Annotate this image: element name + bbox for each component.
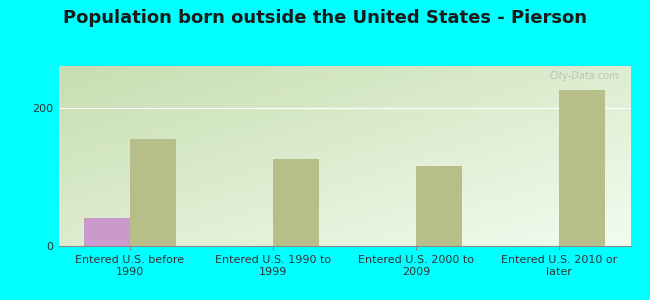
Bar [130,139,176,246]
Bar [416,167,462,246]
Text: City-Data.com: City-Data.com [549,71,619,81]
Text: Population born outside the United States - Pierson: Population born outside the United State… [63,9,587,27]
Bar [559,90,604,246]
Bar [84,218,130,246]
Bar [273,160,318,246]
